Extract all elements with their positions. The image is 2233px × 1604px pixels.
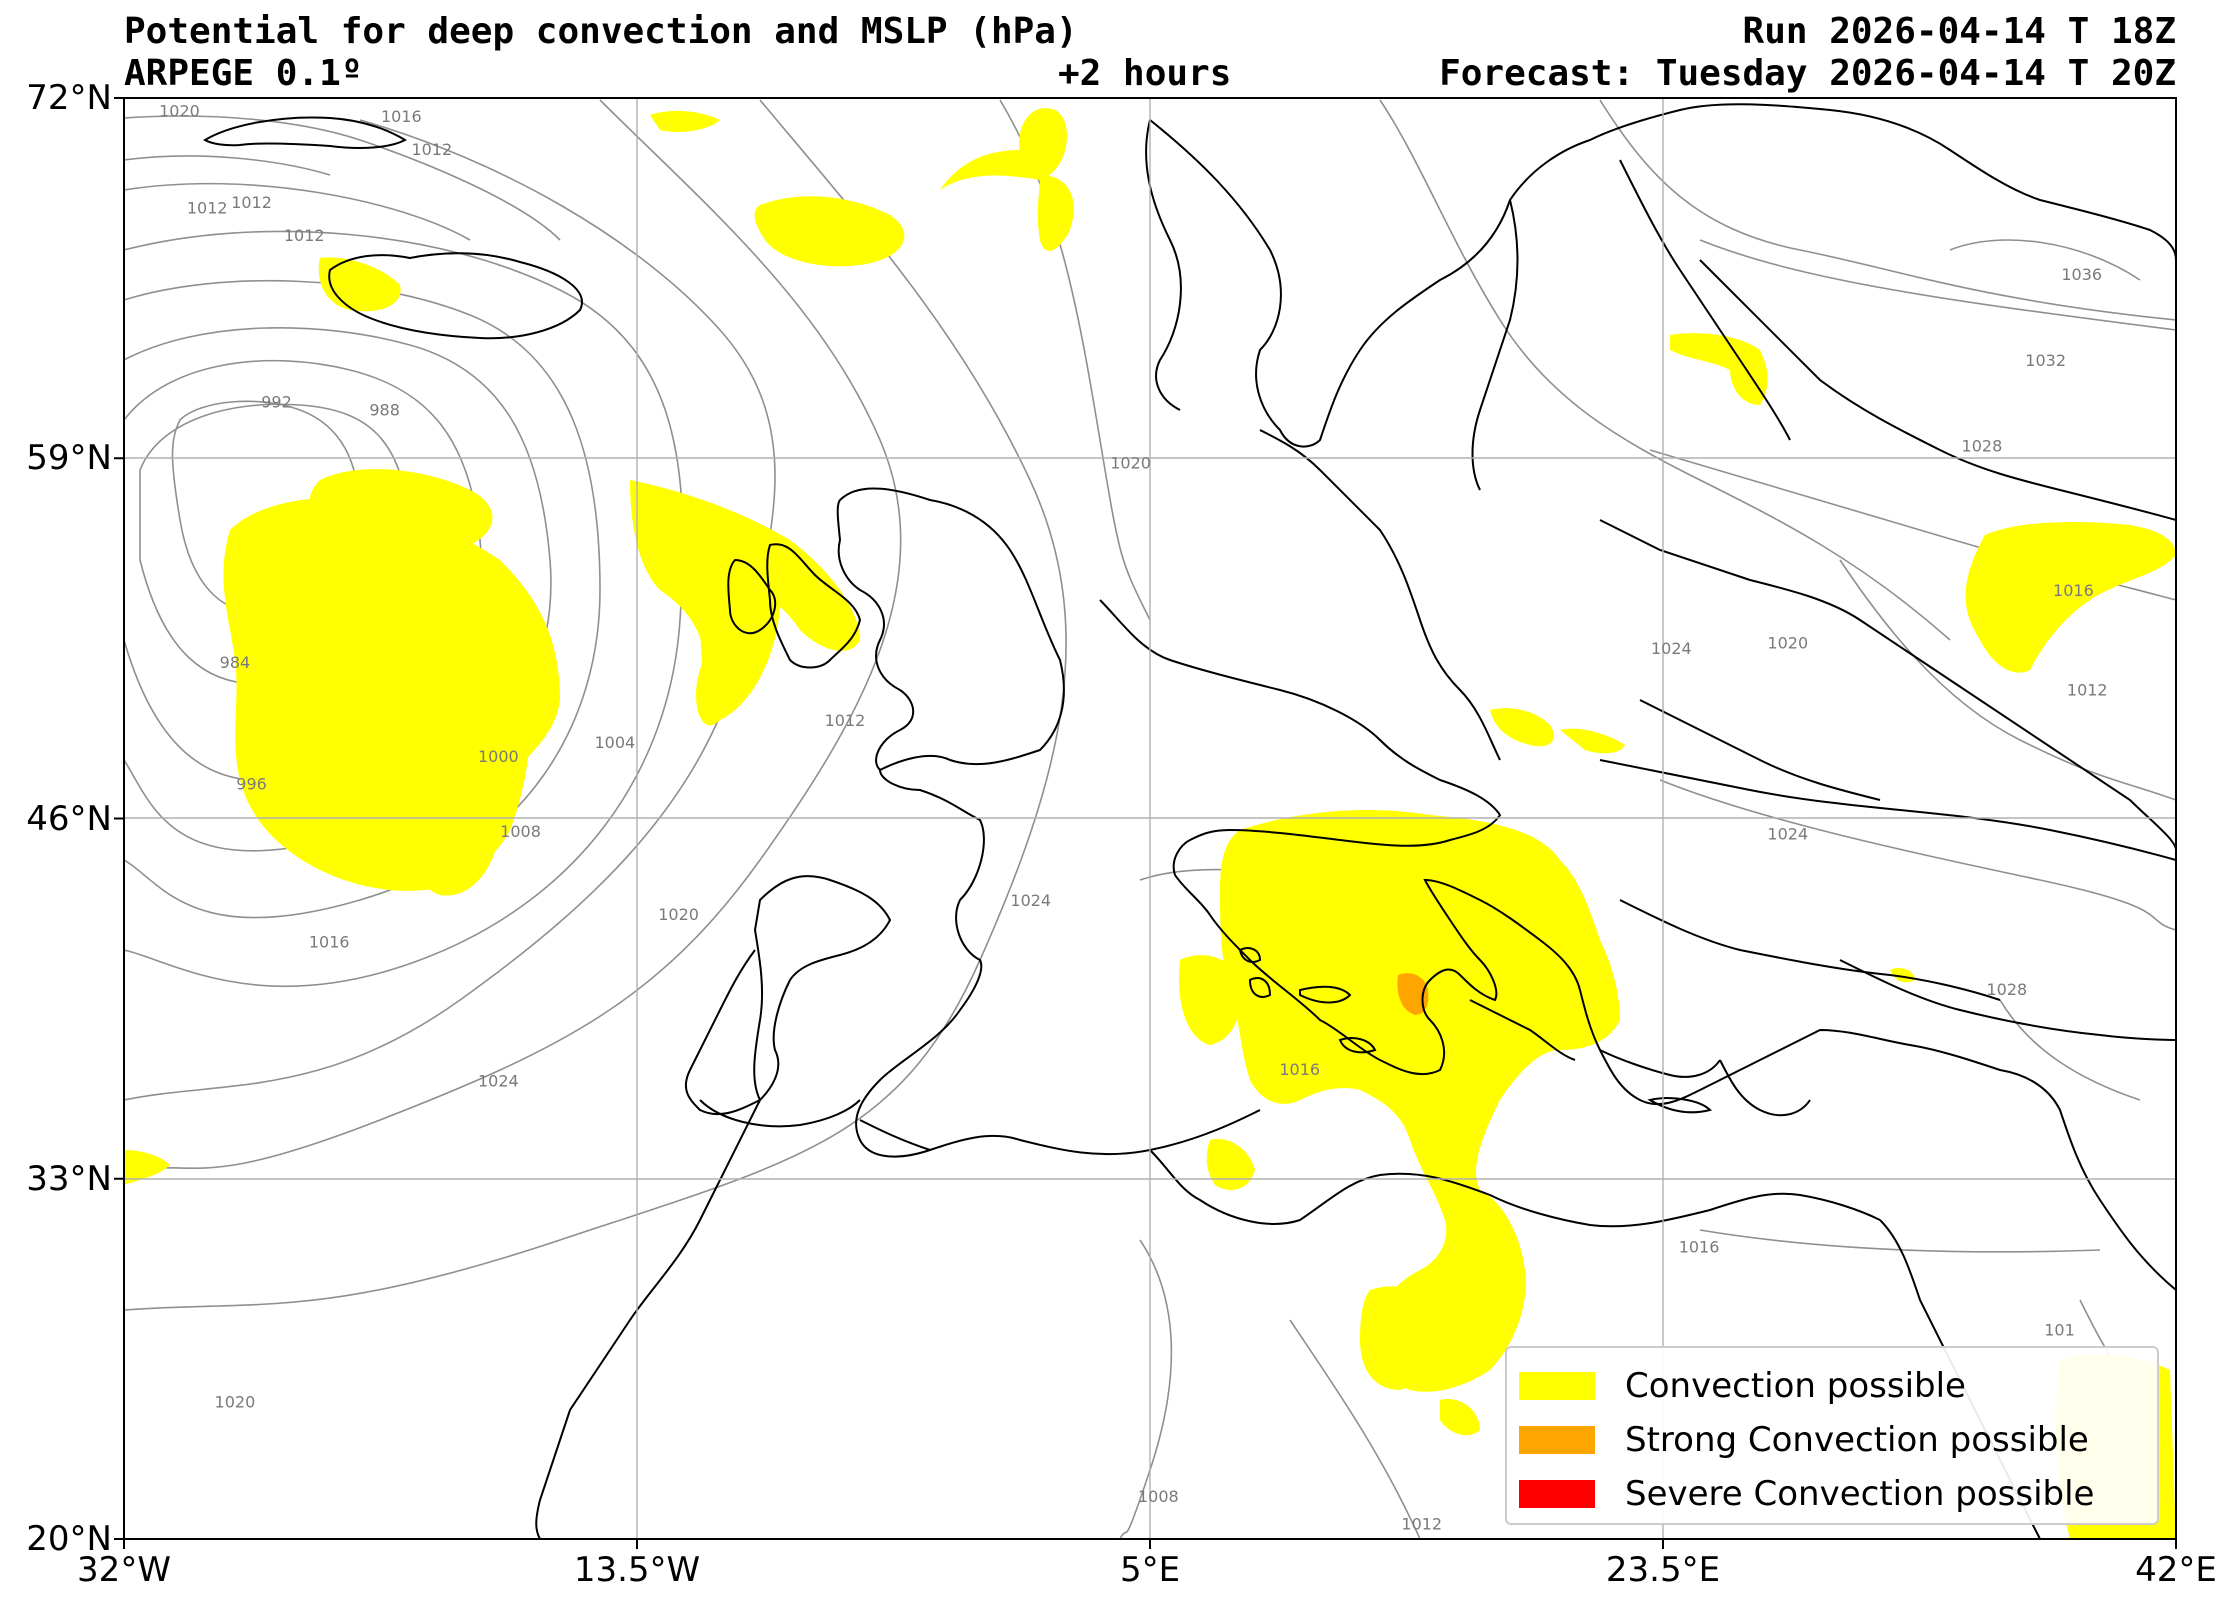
lon-tick-label: 13.5°W xyxy=(573,1550,701,1590)
isobar-label: 1012 xyxy=(187,198,228,217)
isobar-label: 992 xyxy=(261,392,292,411)
lon-tick-label: 5°E xyxy=(1119,1550,1181,1590)
isobar-label: 1000 xyxy=(478,747,519,766)
legend-label-severe-convection: Severe Convection possible xyxy=(1625,1474,2095,1514)
graticule xyxy=(124,98,2176,1539)
isobar-label: 101 xyxy=(2044,1321,2075,1340)
legend-item-convection: Convection possible xyxy=(1519,1364,1966,1408)
isobar-label: 1024 xyxy=(478,1071,519,1090)
isobar-label: 1016 xyxy=(1679,1238,1720,1257)
lon-tick-label: 42°E xyxy=(2135,1550,2217,1590)
strong-convection-areas xyxy=(1397,973,1429,1015)
isobar-label: 1024 xyxy=(1010,891,1051,910)
tick-marks xyxy=(114,97,2177,1549)
lat-tick-label: 72°N xyxy=(26,78,112,118)
lat-tick-label: 33°N xyxy=(26,1158,112,1199)
run-time: Run 2026-04-14 T 18Z xyxy=(1742,11,2176,52)
isobar-label: 1008 xyxy=(500,822,541,841)
isobar-label: 1012 xyxy=(411,140,452,159)
isobar-label: 1024 xyxy=(1767,825,1808,844)
isobar-label: 1020 xyxy=(658,905,699,924)
lon-tick-label: 23.5°E xyxy=(1605,1550,1721,1590)
legend-item-strong-convection: Strong Convection possible xyxy=(1519,1418,2089,1462)
lat-tick-label: 46°N xyxy=(26,798,112,839)
isobar-label: 1016 xyxy=(1279,1060,1320,1079)
legend-item-severe-convection: Severe Convection possible xyxy=(1519,1472,2094,1516)
isobar-label: 1032 xyxy=(2025,351,2066,370)
isobar-label: 1028 xyxy=(1986,980,2027,999)
isobar-label: 1008 xyxy=(1138,1487,1179,1506)
isobar-label: 1012 xyxy=(1401,1515,1442,1534)
lon-tick-label: 32°W xyxy=(77,1550,171,1590)
coastlines xyxy=(203,103,2176,1539)
model-subtitle: ARPEGE 0.1º xyxy=(124,53,363,94)
legend-swatch-strong-convection xyxy=(1519,1426,1595,1454)
isobar-label: 1020 xyxy=(1110,453,1151,472)
isobar-label: 996 xyxy=(236,775,267,794)
isobar-label: 1012 xyxy=(2067,681,2108,700)
isobar-label: 988 xyxy=(369,401,400,420)
legend-swatch-severe-convection xyxy=(1519,1480,1595,1508)
legend-swatch-convection xyxy=(1519,1372,1595,1400)
forecast-step: +2 hours xyxy=(1058,53,1232,94)
legend: Convection possible Strong Convection po… xyxy=(1505,1346,2159,1525)
forecast-time: Forecast: Tuesday 2026-04-14 T 20Z xyxy=(1439,53,2176,94)
legend-label-convection: Convection possible xyxy=(1625,1366,1966,1406)
isobar-label: 984 xyxy=(220,653,251,672)
legend-label-strong-convection: Strong Convection possible xyxy=(1625,1420,2089,1460)
isobar-label: 1020 xyxy=(215,1393,256,1412)
lat-tick-label: 20°N xyxy=(26,1519,112,1559)
isobar-label: 1004 xyxy=(594,733,635,752)
isobar-label: 1028 xyxy=(1962,437,2003,456)
isobar-label: 1036 xyxy=(2061,265,2102,284)
isobar-label: 1020 xyxy=(159,101,200,120)
map-title: Potential for deep convection and MSLP (… xyxy=(124,11,1078,52)
isobar-label: 1016 xyxy=(381,107,422,126)
isobar-label: 1024 xyxy=(1651,639,1692,658)
isobar-label: 1012 xyxy=(231,193,272,212)
isobar-label: 1012 xyxy=(825,711,866,730)
lat-tick-label: 59°N xyxy=(26,438,112,479)
isobar-label: 1016 xyxy=(309,933,350,952)
isobar-label: 1012 xyxy=(284,226,325,245)
isobar-label: 1016 xyxy=(2053,581,2094,600)
isobar-label: 1020 xyxy=(1767,633,1808,652)
